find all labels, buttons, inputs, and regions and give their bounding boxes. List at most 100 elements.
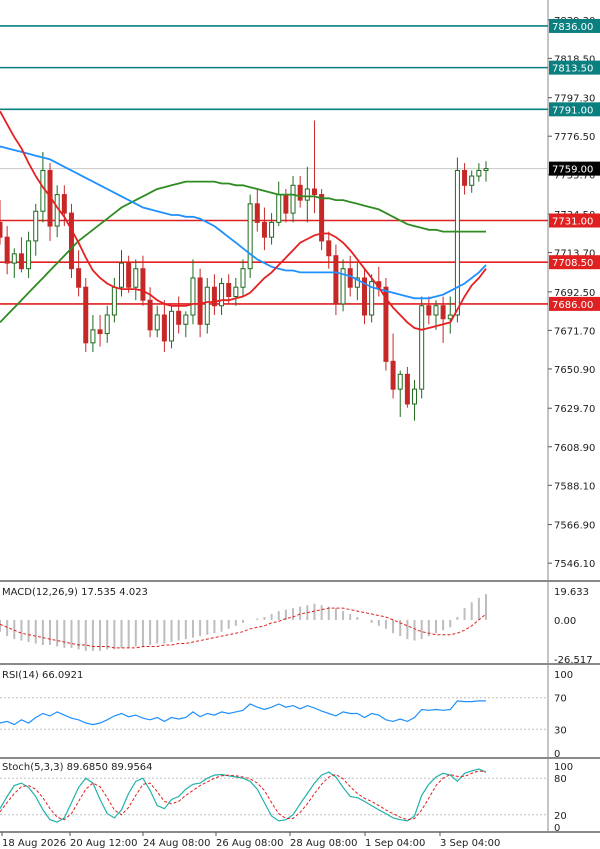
macd-signal-line	[0, 607, 487, 649]
level-tags: 7836.00 7813.50 7791.00 7731.00 7708.50 7686.…	[549, 18, 600, 311]
price-tick-label: 7588.10	[554, 481, 595, 492]
candle-body	[140, 268, 146, 301]
price-tick-label: 7608.90	[554, 443, 595, 454]
stoch-tick-label: 100	[554, 762, 573, 773]
stoch-signal-line	[0, 770, 487, 821]
time-tick-label: 3 Sep 04:00	[440, 838, 500, 849]
candle-body	[90, 329, 96, 344]
candle-body	[261, 221, 267, 238]
candle-body	[304, 188, 310, 201]
candle-body	[412, 388, 418, 405]
price-tick-label: 7671.70	[554, 326, 595, 337]
price-tick-label: 7566.90	[554, 521, 595, 532]
candle-body	[126, 262, 132, 288]
level-tag-7731.00: 7731.00	[552, 217, 593, 228]
rsi-tick-label: 30	[554, 725, 567, 736]
candle-body	[0, 221, 3, 238]
candle-body	[183, 314, 189, 325]
level-tag-7813.50-bg	[549, 60, 600, 75]
rsi-tick-label: 100	[554, 670, 573, 681]
price-tick-label: 7546.10	[554, 559, 595, 570]
candle-body	[447, 314, 453, 320]
candle-body	[340, 268, 346, 305]
candle-body	[11, 253, 17, 264]
candle-body	[61, 194, 67, 214]
candle-body	[33, 210, 39, 242]
candle-body	[426, 305, 432, 316]
candle-body	[233, 286, 239, 297]
price-tick-label: 7818.50	[554, 54, 595, 65]
current-price-tag-bg	[549, 161, 600, 176]
level-tag-7708.50: 7708.50	[552, 258, 593, 269]
candle-body	[311, 188, 317, 196]
candle-body	[354, 277, 360, 288]
candle-body	[469, 175, 475, 186]
candle-body	[226, 283, 232, 297]
time-tick-label: 26 Aug 08:00	[216, 838, 283, 849]
level-tag-7686.00: 7686.00	[552, 300, 593, 311]
candle-body	[269, 221, 275, 238]
candle-body	[204, 286, 210, 325]
moving-averages	[0, 110, 487, 331]
ma-slow-line	[0, 180, 486, 324]
candle-body	[326, 240, 332, 257]
rsi-panel: RSI(14) 66.0921 100 70 30 0	[0, 670, 573, 760]
candle-body	[433, 305, 439, 316]
candle-body	[454, 169, 460, 316]
candle-body	[4, 236, 10, 264]
price-candles	[0, 120, 489, 421]
ma-fast-line	[0, 110, 487, 331]
candle-body	[219, 283, 225, 307]
candle-body	[190, 277, 196, 316]
current-price-tag: 7759.00	[552, 165, 593, 176]
candle-body	[68, 212, 74, 270]
candle-body	[254, 203, 260, 223]
candle-body	[347, 268, 353, 288]
candle-body	[483, 168, 489, 171]
candle-body	[390, 360, 396, 390]
price-tick-label: 7629.70	[554, 404, 595, 415]
time-tick-label: 1 Sep 04:00	[365, 838, 425, 849]
macd-panel: MACD(12,26,9) 17.535 4.023 19.633 0.00 -26.…	[0, 587, 593, 666]
macd-label: MACD(12,26,9) 17.535 4.023	[2, 587, 148, 598]
candle-body	[276, 194, 282, 223]
candle-body	[290, 184, 296, 214]
candle-body	[297, 184, 303, 201]
stoch-tick-label: 20	[554, 811, 567, 822]
rsi-tick-label: 70	[554, 694, 567, 705]
time-tick-label: 20 Aug 12:00	[70, 838, 137, 849]
price-axis: 7839.307818.507797.307776.507755.707734.…	[548, 16, 595, 570]
time-tick-label: 28 Aug 08:00	[290, 838, 357, 849]
price-tick-label: 7650.90	[554, 365, 595, 376]
level-tag-7836.00-bg	[549, 18, 600, 33]
level-tag-7686.00-bg	[549, 296, 600, 311]
candle-body	[147, 299, 153, 331]
ma-mid-line	[0, 145, 487, 300]
level-tag-7791.00-bg	[549, 102, 600, 117]
time-tick-label: 24 Aug 08:00	[143, 838, 210, 849]
price-tick-label: 7755.70	[554, 171, 595, 182]
candle-body	[197, 277, 203, 325]
stoch-tick-label: 80	[554, 774, 567, 785]
price-tick-label: 7776.50	[554, 132, 595, 143]
candle-body	[154, 314, 160, 331]
candle-body	[211, 286, 217, 307]
candle-body	[397, 373, 403, 390]
price-tick-label: 7797.30	[554, 94, 595, 105]
candle-body	[26, 240, 32, 270]
candle-body	[404, 373, 410, 405]
candle-body	[104, 314, 110, 335]
candle-body	[76, 268, 82, 288]
candle-body	[169, 310, 175, 342]
level-tag-7836.00: 7836.00	[552, 22, 593, 33]
candle-body	[83, 286, 89, 344]
macd-tick-label: -26.517	[554, 655, 593, 666]
candle-body	[240, 268, 246, 288]
candle-body	[383, 286, 389, 362]
level-tag-7791.00: 7791.00	[552, 105, 593, 116]
rsi-tick-label: 0	[554, 749, 560, 760]
macd-tick-label: 0.00	[554, 616, 576, 627]
level-tag-7731.00-bg	[549, 213, 600, 228]
